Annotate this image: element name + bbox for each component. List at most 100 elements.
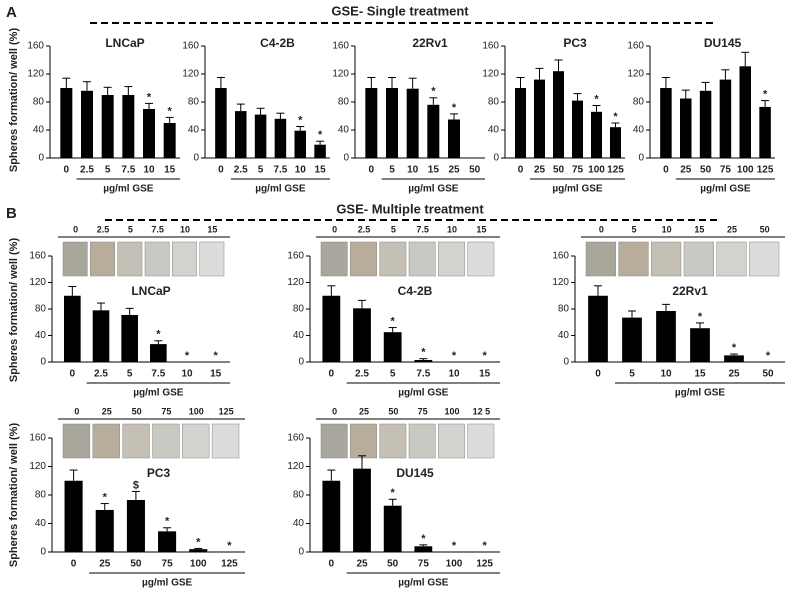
x-axis-label: µg/ml GSE — [398, 578, 449, 589]
x-tick-label: 50 — [130, 559, 142, 570]
x-tick-label: 2.5 — [80, 165, 94, 176]
bar — [660, 88, 672, 158]
x-axis-label: µg/ml GSE — [142, 578, 193, 589]
image-label: 25 — [727, 224, 737, 234]
sphere-image — [144, 241, 170, 277]
image-label: 15 — [694, 224, 704, 234]
bar — [724, 355, 744, 362]
bar — [294, 130, 307, 158]
sphere-image — [62, 241, 88, 277]
image-label: 100 — [189, 406, 204, 416]
y-axis-label: Spheres formation/ well (%) — [8, 423, 20, 568]
x-tick-label: 7.5 — [121, 165, 135, 176]
y-tick-label: 160 — [182, 41, 199, 52]
image-label: 50 — [760, 224, 770, 234]
y-tick-label: 80 — [558, 304, 570, 315]
sphere-image — [467, 241, 495, 277]
x-tick-label: 25 — [99, 559, 111, 570]
bar — [656, 310, 676, 362]
x-tick-label: 0 — [518, 165, 524, 176]
chart-title: DU145 — [396, 466, 434, 480]
x-axis-label: µg/ml GSE — [103, 184, 154, 195]
x-tick-label: 125 — [607, 165, 624, 176]
sphere-image — [199, 241, 225, 277]
significance-marker: * — [391, 315, 396, 327]
y-tick-label: 160 — [29, 251, 46, 262]
bar — [759, 106, 771, 158]
bar — [427, 104, 440, 158]
image-label: 5 — [391, 224, 396, 234]
y-tick-label: 80 — [293, 304, 305, 315]
image-label: 2.5 — [358, 224, 371, 234]
x-tick-label: 75 — [162, 559, 174, 570]
x-tick-label: 50 — [553, 165, 565, 176]
y-tick-label: 0 — [638, 153, 644, 164]
y-tick-label: 160 — [332, 41, 349, 52]
bar — [533, 79, 546, 158]
y-tick-label: 80 — [35, 490, 47, 501]
y-tick-label: 40 — [35, 518, 47, 529]
x-tick-label: 125 — [476, 559, 493, 570]
significance-marker: $ — [133, 479, 139, 491]
x-tick-label: 50 — [469, 165, 481, 176]
sphere-image — [92, 423, 120, 459]
x-tick-label: 5 — [105, 165, 111, 176]
sphere-image — [182, 423, 210, 459]
significance-marker: * — [391, 487, 396, 499]
y-tick-label: 160 — [287, 433, 304, 444]
sphere-image — [152, 423, 180, 459]
bar — [274, 118, 287, 158]
bar — [353, 468, 371, 552]
x-tick-label: 50 — [762, 369, 774, 380]
x-axis-label: µg/ml GSE — [408, 184, 459, 195]
image-label: 5 — [128, 224, 133, 234]
x-tick-label: 0 — [329, 369, 335, 380]
bar — [699, 90, 712, 158]
chart-title: PC3 — [563, 36, 587, 50]
bar — [122, 95, 135, 158]
x-tick-label: 75 — [572, 165, 584, 176]
x-tick-label: 75 — [720, 165, 732, 176]
x-tick-label: 10 — [660, 369, 672, 380]
y-tick-label: 120 — [182, 69, 199, 80]
bar — [121, 314, 138, 362]
significance-marker: * — [766, 350, 771, 362]
sphere-image — [408, 423, 436, 459]
chart-title: DU145 — [704, 36, 742, 50]
bar — [383, 505, 402, 552]
image-label: 125 — [219, 406, 234, 416]
x-tick-label: 10 — [448, 369, 460, 380]
x-tick-label: 0 — [663, 165, 669, 176]
x-tick-label: 0 — [71, 559, 77, 570]
y-tick-label: 40 — [488, 125, 500, 136]
y-tick-label: 80 — [188, 97, 200, 108]
bar — [322, 480, 341, 552]
y-tick-label: 80 — [633, 97, 645, 108]
bar — [414, 360, 433, 362]
image-label: 0 — [332, 406, 337, 416]
bar — [719, 79, 732, 158]
y-tick-label: 160 — [482, 41, 499, 52]
x-tick-label: 25 — [356, 559, 368, 570]
significance-marker: * — [168, 105, 173, 117]
significance-marker: * — [452, 540, 457, 552]
y-tick-label: 120 — [627, 69, 644, 80]
image-label: 0 — [332, 224, 337, 234]
bar — [571, 100, 584, 158]
chart-title: 22Rv1 — [672, 284, 708, 298]
image-label: 10 — [180, 224, 190, 234]
bar — [60, 88, 73, 158]
x-tick-label: 10 — [295, 165, 307, 176]
bar — [101, 95, 114, 158]
x-axis-label: µg/ml GSE — [700, 184, 751, 195]
image-label: 7.5 — [151, 224, 164, 234]
panel-label: B — [6, 205, 17, 222]
image-label: 100 — [444, 406, 459, 416]
x-tick-label: 50 — [700, 165, 712, 176]
significance-marker: * — [185, 350, 190, 362]
x-tick-label: 10 — [143, 165, 155, 176]
significance-marker: * — [732, 342, 737, 354]
image-label: 25 — [359, 406, 369, 416]
x-tick-label: 5 — [389, 165, 395, 176]
x-tick-label: 10 — [407, 165, 419, 176]
